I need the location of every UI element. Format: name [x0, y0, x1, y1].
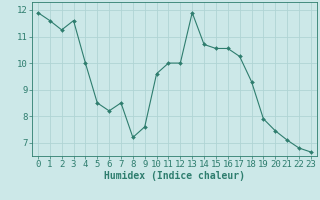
X-axis label: Humidex (Indice chaleur): Humidex (Indice chaleur)	[104, 171, 245, 181]
